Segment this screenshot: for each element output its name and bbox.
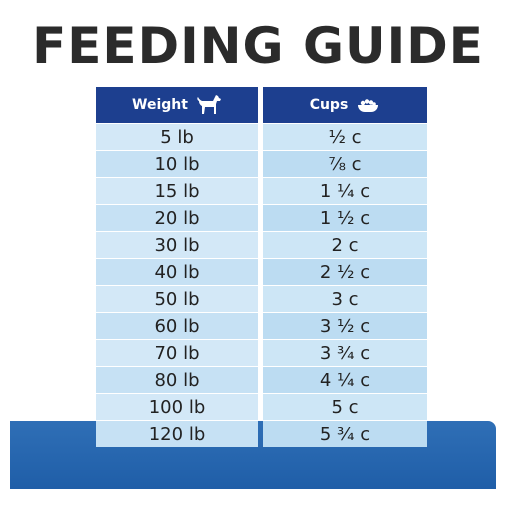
weight-cell: 80 lb <box>96 366 258 393</box>
cups-cell: 4 ¼ c <box>263 366 427 393</box>
cups-header-label: Cups <box>309 97 349 113</box>
cups-cell: 3 c <box>263 285 427 312</box>
table-row: 5 lb ½ c <box>96 123 427 150</box>
weight-cell: 100 lb <box>96 393 258 420</box>
table-body: 5 lb ½ c 10 lb ⅞ c 15 lb 1 ¼ c 20 lb 1 ½ c 30 lb… <box>96 123 427 447</box>
weight-header-label: Weight <box>132 97 188 113</box>
feeding-table: Weight Cups 5 lb ½ c 10 lb ⅞ c 15 lb 1 ¼ c 20 … <box>96 87 427 447</box>
table-header: Weight Cups <box>96 87 427 123</box>
cups-cell: 1 ¼ c <box>263 177 427 204</box>
page-title: FEEDING GUIDE <box>32 17 484 75</box>
cups-cell: 3 ¾ c <box>263 339 427 366</box>
weight-cell: 70 lb <box>96 339 258 366</box>
weight-cell: 5 lb <box>96 123 258 150</box>
weight-header: Weight <box>96 87 258 123</box>
cups-cell: ½ c <box>263 123 427 150</box>
table-row: 50 lb 3 c <box>96 285 427 312</box>
table-row: 70 lb 3 ¾ c <box>96 339 427 366</box>
cups-cell: 5 ¾ c <box>263 420 427 447</box>
table-row: 10 lb ⅞ c <box>96 150 427 177</box>
table-row: 20 lb 1 ½ c <box>96 204 427 231</box>
cups-cell: 2 c <box>263 231 427 258</box>
food-bowl-icon <box>356 97 380 113</box>
table-row: 80 lb 4 ¼ c <box>96 366 427 393</box>
cups-cell: 5 c <box>263 393 427 420</box>
cups-header: Cups <box>263 87 427 123</box>
table-row: 60 lb 3 ½ c <box>96 312 427 339</box>
cups-cell: 2 ½ c <box>263 258 427 285</box>
table-row: 120 lb 5 ¾ c <box>96 420 427 447</box>
weight-cell: 40 lb <box>96 258 258 285</box>
weight-cell: 120 lb <box>96 420 258 447</box>
dog-icon <box>196 95 222 115</box>
table-row: 100 lb 5 c <box>96 393 427 420</box>
cups-cell: 1 ½ c <box>263 204 427 231</box>
weight-cell: 30 lb <box>96 231 258 258</box>
weight-cell: 20 lb <box>96 204 258 231</box>
weight-cell: 15 lb <box>96 177 258 204</box>
table-row: 40 lb 2 ½ c <box>96 258 427 285</box>
cups-cell: 3 ½ c <box>263 312 427 339</box>
weight-cell: 10 lb <box>96 150 258 177</box>
cups-cell: ⅞ c <box>263 150 427 177</box>
table-row: 30 lb 2 c <box>96 231 427 258</box>
table-row: 15 lb 1 ¼ c <box>96 177 427 204</box>
weight-cell: 50 lb <box>96 285 258 312</box>
weight-cell: 60 lb <box>96 312 258 339</box>
